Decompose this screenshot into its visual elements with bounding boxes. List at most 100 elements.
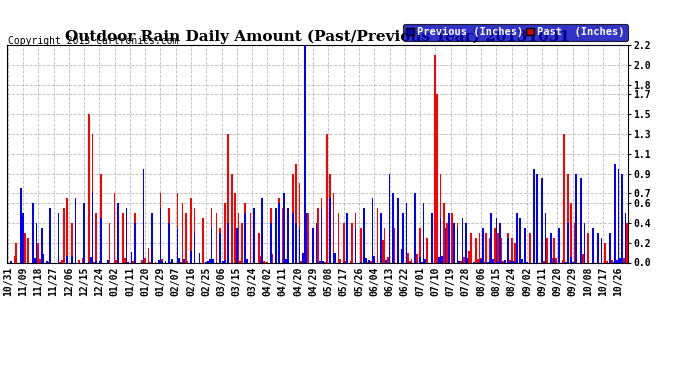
- Bar: [329, 198, 331, 262]
- Bar: [491, 213, 492, 262]
- Bar: [246, 259, 248, 262]
- Bar: [275, 208, 277, 262]
- Bar: [355, 213, 357, 262]
- Bar: [457, 223, 458, 262]
- Bar: [440, 174, 442, 262]
- Bar: [168, 223, 170, 262]
- Bar: [365, 258, 366, 262]
- Bar: [397, 238, 399, 262]
- Bar: [451, 213, 453, 262]
- Bar: [71, 256, 73, 262]
- Bar: [100, 218, 102, 262]
- Bar: [573, 223, 575, 262]
- Bar: [536, 174, 538, 262]
- Bar: [185, 213, 187, 262]
- Bar: [558, 228, 560, 262]
- Bar: [624, 213, 627, 262]
- Bar: [95, 261, 97, 262]
- Bar: [580, 178, 582, 262]
- Bar: [134, 223, 136, 262]
- Bar: [253, 223, 255, 262]
- Bar: [287, 208, 288, 262]
- Bar: [529, 233, 531, 262]
- Bar: [458, 261, 460, 262]
- Bar: [431, 213, 433, 262]
- Bar: [444, 228, 446, 262]
- Bar: [224, 203, 226, 262]
- Bar: [321, 208, 322, 262]
- Bar: [66, 198, 68, 262]
- Bar: [460, 261, 462, 262]
- Bar: [209, 259, 210, 262]
- Bar: [335, 254, 336, 262]
- Bar: [446, 223, 448, 262]
- Bar: [172, 260, 173, 262]
- Bar: [219, 228, 221, 262]
- Bar: [43, 254, 44, 262]
- Bar: [270, 223, 272, 262]
- Bar: [363, 208, 365, 262]
- Bar: [475, 238, 477, 262]
- Bar: [24, 233, 26, 262]
- Bar: [181, 203, 184, 262]
- Bar: [385, 261, 387, 262]
- Bar: [370, 261, 372, 262]
- Bar: [414, 223, 416, 262]
- Bar: [161, 259, 163, 262]
- Bar: [143, 169, 144, 262]
- Bar: [262, 228, 263, 262]
- Bar: [92, 193, 93, 262]
- Bar: [355, 228, 357, 262]
- Bar: [202, 218, 204, 262]
- Title: Outdoor Rain Daily Amount (Past/Previous Year) 20131031: Outdoor Rain Daily Amount (Past/Previous…: [65, 30, 570, 44]
- Bar: [231, 174, 233, 262]
- Bar: [333, 193, 335, 262]
- Bar: [278, 203, 280, 262]
- Bar: [420, 257, 421, 262]
- Bar: [618, 169, 620, 262]
- Legend: Previous (Inches), Past  (Inches): Previous (Inches), Past (Inches): [403, 24, 628, 40]
- Bar: [292, 174, 294, 262]
- Bar: [287, 213, 288, 262]
- Bar: [422, 233, 424, 262]
- Bar: [384, 228, 385, 262]
- Bar: [122, 213, 124, 262]
- Bar: [124, 258, 126, 262]
- Bar: [151, 213, 152, 262]
- Bar: [551, 258, 553, 262]
- Bar: [465, 223, 466, 262]
- Bar: [479, 233, 480, 262]
- Bar: [300, 261, 302, 262]
- Bar: [397, 198, 399, 262]
- Bar: [385, 260, 387, 262]
- Bar: [41, 228, 43, 262]
- Bar: [228, 223, 229, 262]
- Bar: [244, 213, 246, 262]
- Bar: [621, 233, 623, 262]
- Bar: [411, 259, 413, 262]
- Bar: [402, 233, 404, 262]
- Bar: [263, 261, 265, 262]
- Bar: [482, 260, 484, 262]
- Bar: [21, 188, 22, 262]
- Bar: [507, 233, 509, 262]
- Bar: [466, 258, 469, 262]
- Bar: [463, 257, 465, 262]
- Bar: [250, 213, 251, 262]
- Bar: [524, 228, 526, 262]
- Bar: [148, 248, 150, 262]
- Bar: [592, 228, 594, 262]
- Bar: [606, 261, 607, 262]
- Bar: [222, 261, 224, 262]
- Bar: [339, 259, 341, 262]
- Bar: [462, 218, 463, 262]
- Bar: [442, 261, 443, 262]
- Bar: [570, 257, 572, 262]
- Bar: [484, 261, 485, 262]
- Bar: [462, 228, 463, 262]
- Bar: [350, 261, 351, 262]
- Bar: [321, 198, 322, 262]
- Bar: [299, 228, 300, 262]
- Bar: [507, 238, 509, 262]
- Bar: [71, 223, 73, 262]
